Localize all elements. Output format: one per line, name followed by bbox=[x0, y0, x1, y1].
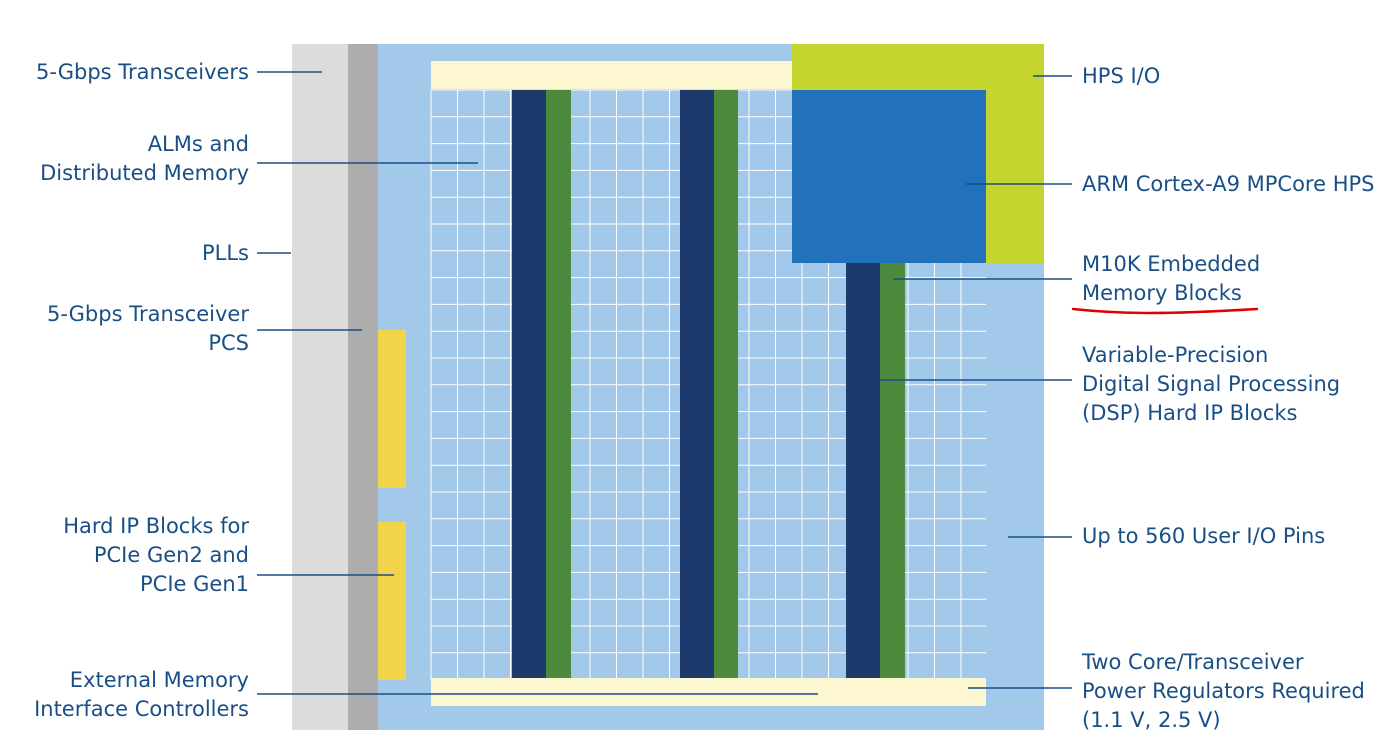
label-pcie: Hard IP Blocks for PCIe Gen2 and PCIe Ge… bbox=[63, 512, 249, 599]
top-io-bar bbox=[431, 61, 792, 89]
label-dsp: Variable-Precision Digital Signal Proces… bbox=[1082, 341, 1340, 428]
label-hps-io: HPS I/O bbox=[1082, 62, 1160, 91]
label-dsp-line-2: Digital Signal Processing bbox=[1082, 372, 1341, 396]
pll-strip bbox=[348, 44, 378, 730]
label-m10k: M10K Embedded Memory Blocks bbox=[1082, 250, 1260, 308]
label-pcie-line-3: PCIe Gen1 bbox=[140, 572, 249, 596]
label-arm-line: ARM Cortex-A9 MPCore HPS bbox=[1082, 172, 1375, 196]
label-user-io-line: Up to 560 User I/O Pins bbox=[1082, 524, 1326, 548]
label-power-line-1: Two Core/Transceiver bbox=[1082, 650, 1304, 674]
memory-column-2 bbox=[680, 90, 714, 680]
label-pcie-line-1: Hard IP Blocks for bbox=[63, 514, 249, 538]
label-transceivers: 5-Gbps Transceivers bbox=[36, 58, 249, 87]
memory-column-3 bbox=[846, 262, 880, 680]
leader-lines bbox=[257, 71, 1072, 695]
label-m10k-line-2: Memory Blocks bbox=[1082, 281, 1242, 305]
label-dsp-line-1: Variable-Precision bbox=[1082, 343, 1269, 367]
dsp-column-2 bbox=[714, 90, 738, 680]
label-ext-mem-line-1: External Memory bbox=[69, 668, 249, 692]
hps-core-block bbox=[792, 90, 986, 263]
pcie-block-1 bbox=[378, 330, 406, 488]
label-power: Two Core/Transceiver Power Regulators Re… bbox=[1082, 648, 1365, 735]
label-power-line-2: Power Regulators Required bbox=[1082, 679, 1365, 703]
label-pcs-line-1: 5-Gbps Transceiver bbox=[46, 302, 249, 326]
label-arm-hps: ARM Cortex-A9 MPCore HPS bbox=[1082, 170, 1374, 199]
label-transceivers-line: 5-Gbps Transceivers bbox=[36, 60, 249, 84]
dsp-column-3 bbox=[880, 262, 905, 680]
label-power-line-3: (1.1 V, 2.5 V) bbox=[1082, 708, 1221, 732]
label-user-io: Up to 560 User I/O Pins bbox=[1082, 522, 1325, 551]
pcie-block-2 bbox=[378, 522, 406, 680]
transceiver-strip bbox=[292, 44, 348, 730]
label-pcie-line-2: PCIe Gen2 and bbox=[93, 543, 249, 567]
label-alms-line-2: Distributed Memory bbox=[40, 161, 249, 185]
label-transceiver-pcs: 5-Gbps Transceiver PCS bbox=[47, 300, 249, 358]
label-hps-io-line: HPS I/O bbox=[1082, 64, 1161, 88]
label-dsp-line-3: (DSP) Hard IP Blocks bbox=[1082, 401, 1298, 425]
label-ext-mem-line-2: Interface Controllers bbox=[34, 697, 249, 721]
label-alms: ALMs and Distributed Memory bbox=[40, 130, 249, 188]
label-ext-mem: External Memory Interface Controllers bbox=[34, 666, 249, 724]
label-plls: PLLs bbox=[202, 239, 249, 268]
annotation-underline bbox=[1071, 307, 1259, 315]
label-pcs-line-2: PCS bbox=[208, 331, 249, 355]
dsp-column-1 bbox=[546, 90, 571, 680]
label-m10k-line-1: M10K Embedded bbox=[1082, 252, 1261, 276]
memory-column-1 bbox=[512, 90, 546, 680]
bottom-io-bar bbox=[431, 678, 986, 706]
label-plls-line: PLLs bbox=[201, 241, 249, 265]
label-alms-line-1: ALMs and bbox=[147, 132, 249, 156]
